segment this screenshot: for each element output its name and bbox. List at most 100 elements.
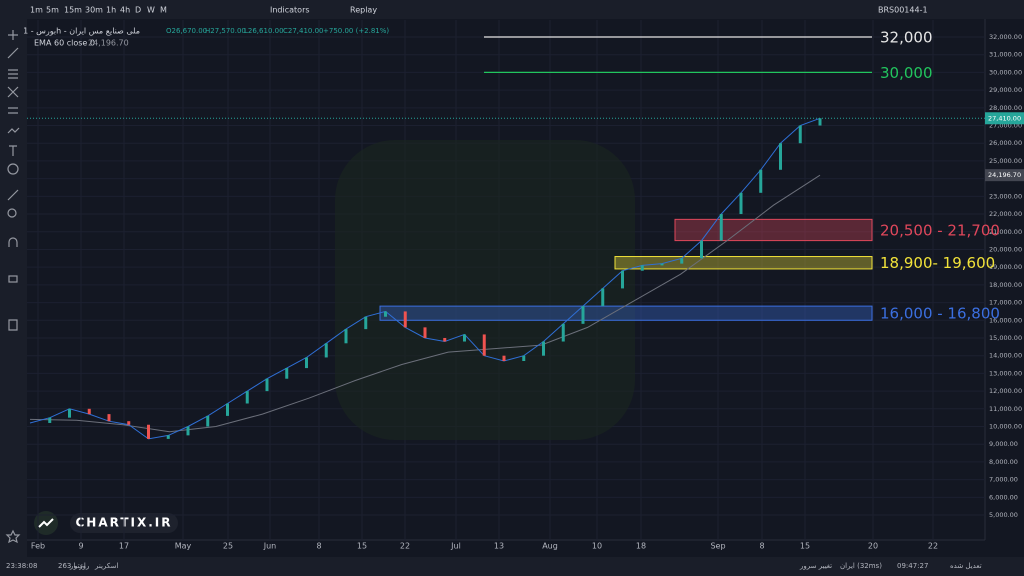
candle <box>364 316 368 330</box>
legend-ema-value: 24,196.70 <box>88 39 129 48</box>
x-tick-label: 15 <box>800 542 810 551</box>
symbol-label[interactable]: BRS00144-1 <box>878 6 928 15</box>
x-tick-label: May <box>175 542 192 551</box>
candle <box>265 378 269 392</box>
status-time[interactable]: 09:47:27 <box>897 562 928 570</box>
candle <box>403 311 407 328</box>
candle <box>482 334 486 356</box>
status-screener[interactable]: اسکرینر <box>94 562 119 570</box>
interval-button[interactable]: 4h <box>120 6 130 15</box>
x-tick-label: 25 <box>223 542 233 551</box>
y-tick-label: 32,000.00 <box>989 33 1022 41</box>
x-tick-label: Sep <box>710 542 725 551</box>
candle <box>344 329 348 344</box>
interval-button[interactable]: 1h <box>106 6 116 15</box>
y-tick-label: 23,000.00 <box>989 192 1022 200</box>
y-tick-label: 30,000.00 <box>989 68 1022 76</box>
zone <box>614 256 873 270</box>
y-tick-label: 14,000.00 <box>989 352 1022 360</box>
candle <box>423 327 427 338</box>
y-tick-label: 20,000.00 <box>989 245 1022 253</box>
y-tick-label: 11,000.00 <box>989 405 1022 413</box>
candle <box>601 288 605 307</box>
y-tick-label: 16,000.00 <box>989 316 1022 324</box>
ema-line <box>29 174 821 433</box>
interval-button[interactable]: M <box>160 6 167 15</box>
candle <box>660 263 664 266</box>
status-region[interactable]: ایران (32ms) <box>840 562 882 570</box>
candle <box>285 368 289 379</box>
x-tick-label: Jun <box>263 542 277 551</box>
interval-button[interactable]: 1m <box>30 6 43 15</box>
interval-button[interactable]: W <box>147 6 155 15</box>
candle <box>640 265 644 271</box>
legend-low: L26,610.00 <box>244 27 284 35</box>
watermark: CHARTIX.IR <box>75 516 172 530</box>
interval-button[interactable]: 30m <box>85 6 103 15</box>
y-tick-label: 28,000.00 <box>989 104 1022 112</box>
candle <box>127 421 131 425</box>
candle <box>463 334 466 342</box>
interval-button[interactable]: 5m <box>46 6 59 15</box>
legend-close: C27,410.00 <box>283 27 324 35</box>
y-tick-label: 21,000.00 <box>989 228 1022 236</box>
y-tick-label: 7,000.00 <box>989 476 1018 484</box>
y-tick-label: 25,000.00 <box>989 157 1022 165</box>
tool-icons[interactable] <box>5 30 21 544</box>
y-tick-label: 9,000.00 <box>989 440 1018 448</box>
y-tick-label: 13,000.00 <box>989 369 1022 377</box>
x-tick-label: 18 <box>636 542 646 551</box>
zone <box>379 305 873 321</box>
candle <box>581 306 585 324</box>
zone-label: 16,000 - 16,800 <box>880 305 1000 323</box>
candle <box>621 270 624 289</box>
candle <box>680 258 684 264</box>
y-tick-label: 18,000.00 <box>989 281 1022 289</box>
interval-button[interactable]: D <box>135 6 141 15</box>
legend-title: بورس - 1h - ملی صنایع مس ایران <box>23 27 140 36</box>
status-server[interactable]: تغییر سرور <box>799 562 832 570</box>
y-tick-label: 15,000.00 <box>989 334 1022 342</box>
y-tick-label: 8,000.00 <box>989 458 1018 466</box>
legend-open: O26,670.00 <box>166 27 207 35</box>
candle <box>48 417 52 423</box>
candle <box>384 311 387 317</box>
x-tick-label: 22 <box>928 542 938 551</box>
x-tick-label: 9 <box>78 542 83 551</box>
legend-ema: EMA 60 close 0 <box>34 39 95 48</box>
candle <box>166 435 170 439</box>
status-bar <box>0 557 1024 576</box>
status-adjusted[interactable]: تعدیل شده <box>950 562 982 570</box>
zone-label: 20,500 - 21,700 <box>880 221 1000 239</box>
candle <box>245 391 249 404</box>
candle <box>522 355 526 362</box>
status-credit[interactable]: اعتبار <box>69 562 86 570</box>
status-days[interactable]: 263 روز و <box>58 562 89 570</box>
x-tick-label: 15 <box>357 542 367 551</box>
level-label: 30,000 <box>880 64 933 82</box>
legend-change: +750.00 (+2.81%) <box>323 27 389 35</box>
candle <box>739 192 743 215</box>
x-tick-label: 8 <box>316 542 321 551</box>
x-tick-label: 13 <box>494 542 504 551</box>
candle <box>502 355 506 362</box>
candle <box>186 426 190 436</box>
y-tick-label: 19,000.00 <box>989 263 1022 271</box>
price-tag <box>985 112 1024 125</box>
replay-button[interactable]: Replay <box>350 6 377 15</box>
logo-icon <box>38 518 54 528</box>
y-tick-label: 27,000.00 <box>989 122 1022 130</box>
x-tick-label: 22 <box>400 542 410 551</box>
x-tick-label: Aug <box>542 542 558 551</box>
candle <box>719 214 723 241</box>
indicators-button[interactable]: Indicators <box>270 6 310 15</box>
interval-button[interactable]: 15m <box>64 6 82 15</box>
price-tag-label: 27,410.00 <box>988 114 1021 122</box>
candle <box>107 414 111 422</box>
candle <box>147 424 150 439</box>
left-toolbar <box>0 19 27 557</box>
status-clock[interactable]: 23:38:08 <box>6 562 37 570</box>
zone-label: 18,900- 19,600 <box>880 254 995 272</box>
